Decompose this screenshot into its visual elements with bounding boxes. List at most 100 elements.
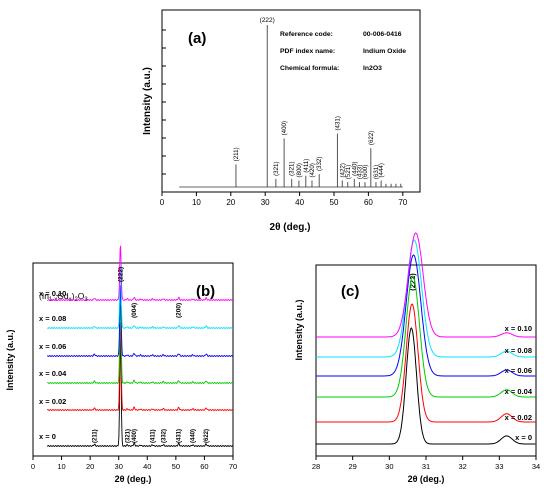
stick-label: (411) [303,159,310,173]
pattern-curve [47,245,234,302]
panel-c-xlabel: 2θ (deg.) [408,474,445,484]
peak-label: (200) [176,303,183,318]
reference-info: Reference code: 00-006-0416 PDF index name… [280,31,406,72]
series-label: x = 0 [39,432,56,441]
pattern-curve [46,266,234,330]
stick-label: (631) [373,165,380,179]
peak-label: (321) [125,429,131,443]
stick-label: (444) [378,163,385,177]
info-value: 00-006-0416 [363,31,402,38]
zoom-curve [316,327,536,445]
info-key: Chemical formula: [280,65,339,72]
zoom-curve [316,239,536,358]
stick-label: (622) [368,131,375,145]
stick-label: (440) [351,161,358,175]
info-value: Indium Oxide [363,48,406,55]
info-value: In2O3 [363,65,382,72]
panel-c-series-labels: x = 0 x = 0.02 x = 0.04 x = 0.06 x = 0.08 x =… [505,324,533,442]
stick-label: (400) [281,121,288,135]
zoom-curve [316,232,536,338]
panel-b-curves [46,245,234,448]
panel-b-peak-labels: (211) (222) (321) (400) (411) (332) (431) (440)… [92,267,210,443]
panel-b-frame [32,262,234,457]
panel-c-curves [316,232,536,445]
series-label: x = 0.04 [505,387,533,396]
panel-c-label: (c) [341,283,359,300]
peak-label: (004) [131,303,138,318]
stick-label: (433) [356,165,363,179]
peak-label: (211) [92,429,98,443]
panel-b-x-tick-label: 40 [143,462,151,471]
peak-label: (400) [132,429,138,443]
stick-label: (431) [334,116,341,130]
info-key: PDF index name: [280,48,335,55]
panel-a-x-tick-label: 70 [398,198,407,207]
panel-c-x-tick-label: 34 [532,462,540,471]
pattern-curve [47,304,234,385]
stick-label: (211) [233,147,240,161]
peak-label: (222) [117,267,124,282]
stick-label: (521) [345,165,352,179]
zoom-curve [316,254,536,377]
panel-c-x-tick-label: 32 [458,462,466,471]
peak-label: (440) [191,429,197,443]
zoom-curve [316,303,536,423]
stick-label: (600) [362,165,369,179]
stick-label: (422) [339,163,346,177]
peak-label: (411) [150,429,156,443]
series-label: x = 0.04 [39,369,67,378]
panel-b-ylabel: Intensity (a.u.) [5,329,15,390]
panel-a-xlabel: 2θ (deg.) [270,222,311,233]
stick-label: (222) [260,17,275,24]
panel-a-x-tick-label: 40 [295,198,304,207]
panel-b-xlabel: 2θ (deg.) [115,474,152,484]
panel-b-x-tick-label: 60 [200,462,208,471]
panel-a-frame [161,9,421,193]
panel-b-x-tick-label: 50 [172,462,180,471]
panel-c: (c) (222) x = 0x = 0.02x = 0.04x = 0.06x… [294,232,540,484]
panel-b-label: (b) [196,283,215,300]
stick-label: (800) [296,163,303,177]
series-label: x = 0.06 [39,342,66,351]
panel-c-x-axis: 28 29 30 31 32 33 34 [312,456,540,471]
zoom-curve [316,275,536,398]
panel-a-x-tick-label: 60 [364,198,373,207]
reference-sticks: (211)(222)(321)(400)(321) (800) (411) (420)… [179,17,403,188]
panel-c-x-tick-label: 31 [422,462,430,471]
series-label: x = 0.02 [505,413,532,422]
series-label: x = 0.02 [39,397,66,406]
stick-label: (321) [289,161,296,175]
stick-label: (332) [316,157,323,171]
series-label: x = 0.10 [505,324,532,333]
series-label: x = 0 [515,433,532,442]
panel-a-ylabel: Intensity (a.u.) [142,67,153,135]
panel-c-x-tick-label: 30 [385,462,393,471]
panel-b-x-tick-label: 30 [115,462,123,471]
panel-b-series-labels: x = 0 x = 0.02 x = 0.04 x = 0.06 x = 0.08 x =… [39,289,67,441]
panel-c-x-tick-label: 28 [312,462,320,471]
panel-a-label: (a) [188,30,206,47]
panel-a-x-tick-label: 50 [330,198,339,207]
panel-c-ylabel: Intensity (a.u.) [294,299,304,360]
pattern-curve [46,322,234,412]
panel-a-x-axis: 0 10 20 30 40 50 60 70 [160,29,408,207]
panel-b-x-tick-label: 20 [86,462,94,471]
panel-b-x-tick-label: 70 [229,462,237,471]
panel-a: (a) Reference code: 00-006-0416 PDF index … [142,9,421,233]
stick-label: (321) [273,161,280,175]
panel-b: (b) (In1-xGdx)2O3 x = 0x = 0.02x = 0.04x… [5,245,237,484]
panel-c-x-tick-label: 29 [348,462,356,471]
panel-a-x-tick-label: 10 [192,198,201,207]
series-label: x = 0.06 [505,366,532,375]
panel-a-x-tick-label: 30 [261,198,270,207]
peak-label: (431) [177,429,183,443]
series-label: x = 0.08 [39,314,66,323]
panel-a-x-tick-label: 0 [160,198,165,207]
panel-a-x-tick-label: 20 [226,198,235,207]
peak-label: (332) [161,429,167,443]
panel-b-x-tick-label: 0 [31,462,35,471]
series-label: x = 0.08 [505,346,532,355]
series-label: x = 0.10 [39,289,66,298]
info-key: Reference code: [280,31,333,38]
